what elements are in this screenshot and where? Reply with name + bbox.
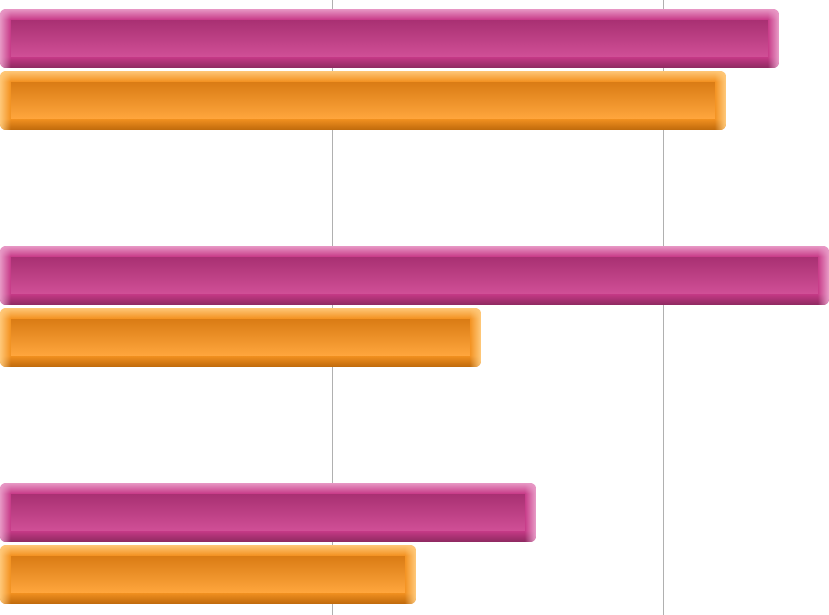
bar-group-1-series-b [0, 71, 726, 130]
bar-group-2-series-a [0, 246, 829, 305]
horizontal-bar-chart [0, 0, 829, 615]
bar-group-2-series-b [0, 308, 481, 367]
bar-group-1-series-a [0, 9, 779, 68]
bar-group-3-series-b [0, 545, 416, 604]
bar-group-3-series-a [0, 483, 536, 542]
